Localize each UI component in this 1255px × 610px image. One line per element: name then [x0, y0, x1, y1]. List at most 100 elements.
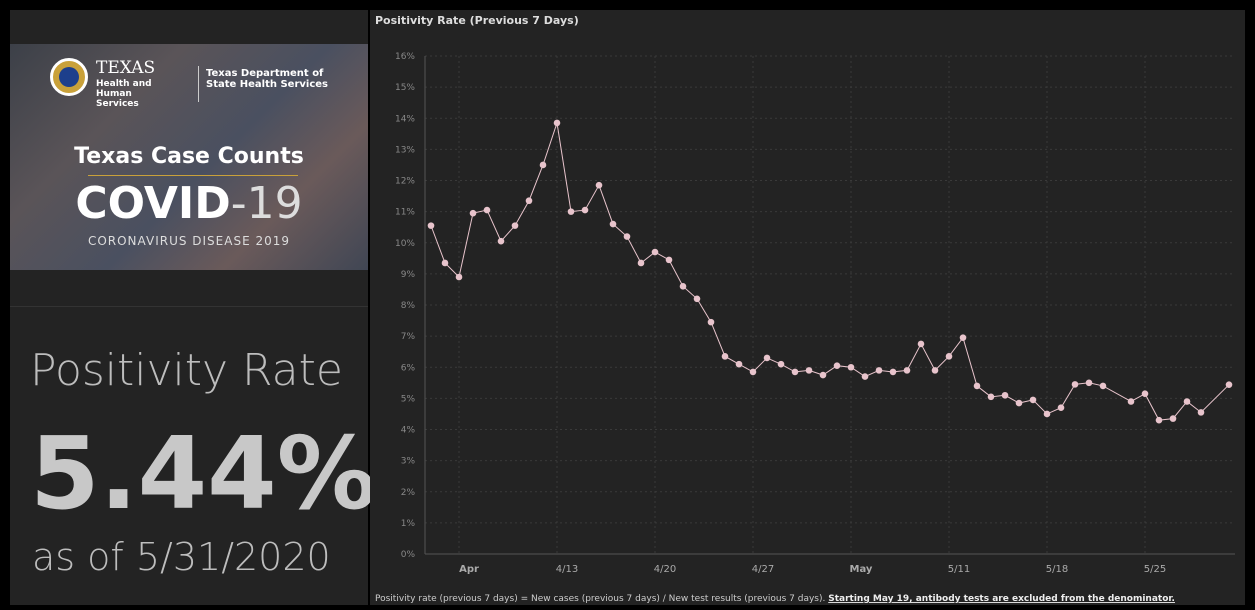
summary-date: as of 5/31/2020 [32, 535, 331, 579]
footnote: Positivity rate (previous 7 days) = New … [375, 594, 1175, 604]
point [1183, 398, 1191, 405]
point [455, 273, 463, 281]
point [651, 248, 659, 256]
point [441, 259, 449, 267]
x-tick-label: 5/11 [948, 564, 970, 575]
point [707, 318, 715, 326]
point [1141, 390, 1149, 398]
agency-sub: Health and Human Services [96, 79, 152, 109]
x-tick-label: 4/27 [752, 564, 774, 575]
y-tick-label: 2% [401, 488, 416, 498]
point [525, 197, 533, 205]
logo [50, 58, 88, 96]
y-tick-label: 8% [401, 301, 416, 311]
department: Texas Department of State Health Service… [206, 68, 329, 90]
point [945, 353, 953, 360]
x-tick-label: 4/20 [654, 564, 676, 575]
point [1057, 404, 1065, 412]
chart-title: Positivity Rate (Previous 7 Days) [375, 14, 579, 27]
point [749, 368, 757, 376]
x-tick-label: 5/25 [1144, 564, 1166, 575]
point [637, 259, 645, 267]
banner: TEXAS Health and Human Services Texas De… [10, 44, 368, 270]
chart: Positivity Rate (Previous 7 Days) Positi… [375, 14, 1235, 604]
footnote-note: Starting May 19, antibody tests are excl… [828, 594, 1175, 604]
point [427, 222, 435, 229]
y-tick-label: 5% [401, 394, 416, 404]
point [1225, 381, 1233, 388]
point [959, 334, 967, 341]
line [430, 122, 1230, 421]
point [469, 209, 477, 217]
y-tick-label: 3% [401, 457, 416, 467]
point [777, 360, 785, 368]
point [791, 368, 799, 376]
rule [88, 175, 298, 176]
point [511, 222, 519, 229]
y-tick-label: 1% [401, 519, 416, 529]
point [833, 362, 841, 369]
y-tick-label: 14% [395, 114, 415, 124]
heading: Texas Case Counts [74, 144, 304, 169]
point [973, 382, 981, 390]
point [609, 220, 617, 228]
point [847, 363, 855, 371]
y-tick-label: 4% [401, 426, 416, 436]
point [679, 283, 687, 290]
point [1127, 398, 1135, 405]
x-tick-label: Apr [459, 564, 479, 575]
point [1155, 416, 1163, 424]
x-tick-label: May [850, 564, 873, 575]
point [735, 360, 743, 368]
point [483, 206, 491, 214]
point [1029, 396, 1037, 404]
point [665, 256, 673, 264]
covid-title: COVID-19 [10, 178, 368, 229]
point [819, 371, 827, 379]
point [1043, 410, 1051, 418]
point [693, 295, 701, 303]
point [805, 367, 813, 374]
point [539, 161, 547, 169]
point [1001, 391, 1009, 399]
point [1169, 415, 1177, 422]
summary-value: 5.44% [30, 415, 377, 532]
point [1085, 379, 1093, 387]
y-tick-label: 10% [395, 239, 415, 249]
y-tick-label: 9% [401, 270, 416, 280]
separator [10, 306, 368, 307]
point [595, 181, 603, 189]
point [889, 368, 897, 376]
y-tick-label: 13% [395, 145, 415, 155]
covid: COVID [75, 178, 231, 229]
y-tick-label: 16% [395, 52, 415, 62]
point [763, 354, 771, 362]
point [623, 233, 631, 240]
point [917, 340, 925, 348]
footnote-text: Positivity rate (previous 7 days) = New … [375, 594, 825, 604]
y-tick-label: 0% [401, 550, 416, 560]
point [931, 367, 939, 374]
chart-panel: Positivity Rate (Previous 7 Days) Positi… [370, 10, 1245, 605]
x-tick-label: 5/18 [1046, 564, 1068, 575]
agency: TEXAS [96, 58, 156, 78]
y-tick-label: 6% [401, 363, 416, 373]
point [581, 206, 589, 214]
point [721, 353, 729, 360]
point [861, 373, 869, 380]
point [1015, 399, 1023, 407]
y-tick-label: 15% [395, 83, 415, 93]
point [987, 393, 995, 401]
point [1099, 382, 1107, 390]
point [1071, 381, 1079, 388]
y-tick-label: 12% [395, 177, 415, 187]
point [567, 208, 575, 215]
covid-num: -19 [230, 178, 303, 229]
point [553, 119, 561, 127]
y-tick-label: 11% [395, 208, 415, 218]
summary-panel: TEXAS Health and Human Services Texas De… [10, 10, 377, 605]
point [875, 367, 883, 374]
x-tick-label: 4/13 [556, 564, 578, 575]
point [1197, 409, 1205, 416]
